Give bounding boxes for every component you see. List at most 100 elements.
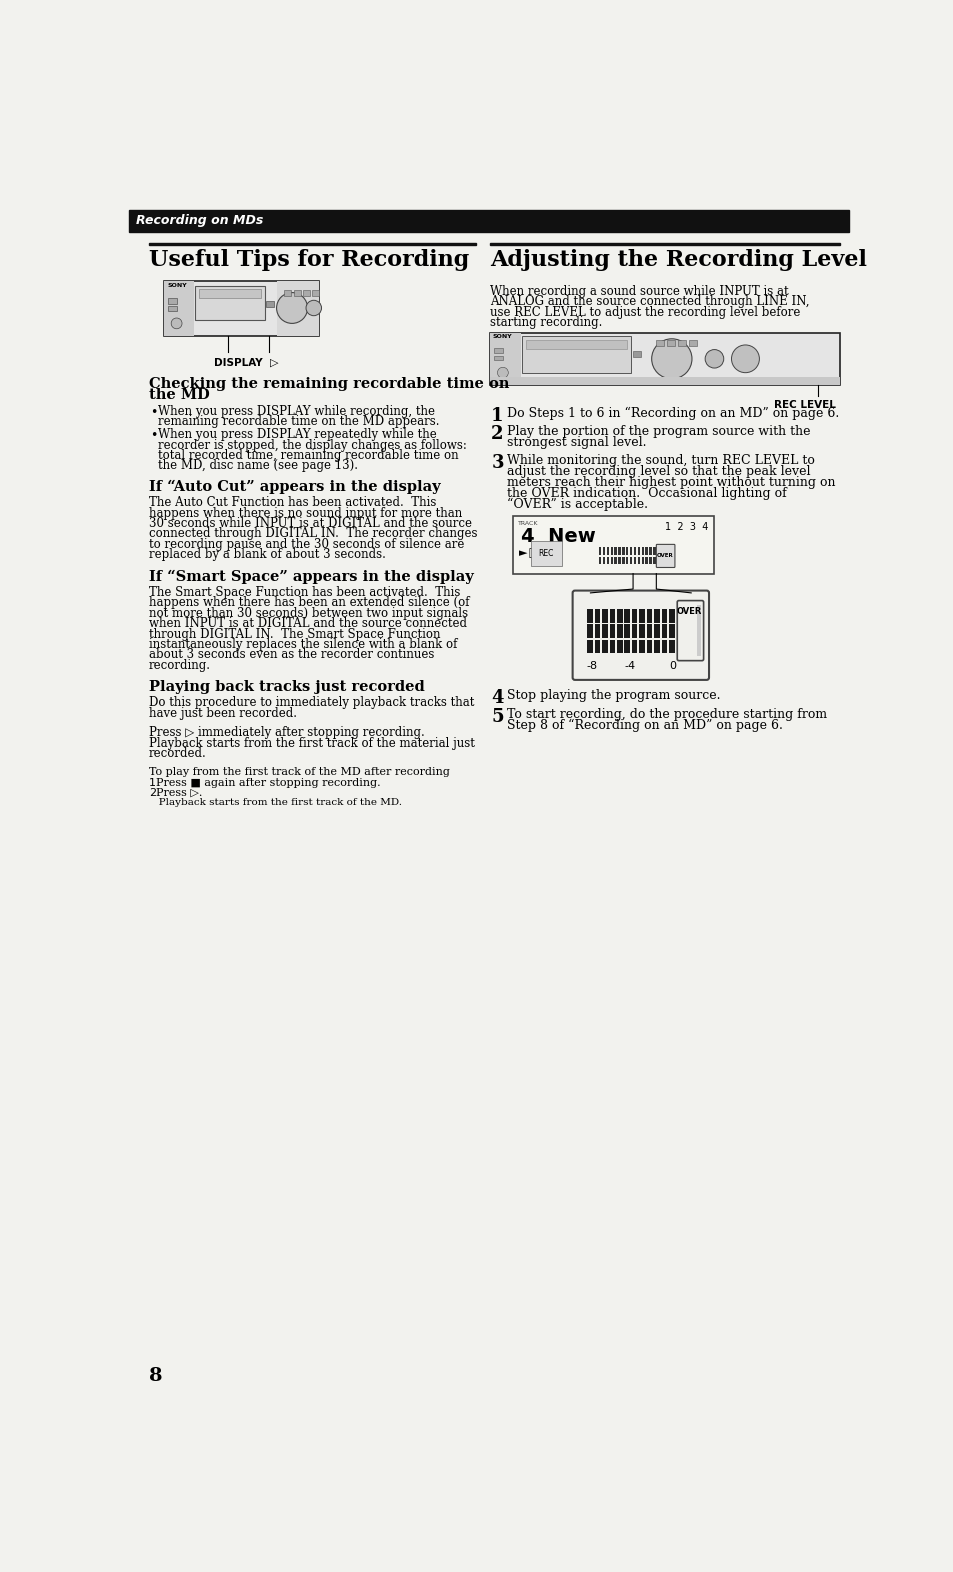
Text: Play the portion of the program source with the: Play the portion of the program source w… [506, 424, 809, 439]
Bar [631, 640, 637, 654]
Bar [625, 547, 628, 555]
Bar [668, 608, 674, 623]
Bar [661, 624, 666, 638]
Text: the MD: the MD [149, 388, 210, 402]
Text: about 3 seconds even as the recorder continues: about 3 seconds even as the recorder con… [149, 648, 434, 662]
Bar [614, 556, 617, 564]
Bar [617, 608, 622, 623]
Text: 1  2  3  4: 1 2 3 4 [664, 522, 707, 531]
Bar [195, 286, 265, 319]
Text: 1: 1 [149, 778, 155, 788]
Bar [489, 242, 840, 245]
Text: OVER: OVER [676, 607, 700, 616]
FancyBboxPatch shape [656, 544, 674, 567]
Text: 1: 1 [491, 407, 503, 424]
Bar [639, 608, 644, 623]
Text: Playing back tracks just recorded: Playing back tracks just recorded [149, 681, 424, 693]
Bar [617, 624, 622, 638]
Bar [631, 608, 637, 623]
Bar [646, 640, 652, 654]
Text: Stop playing the program source.: Stop playing the program source. [506, 689, 720, 703]
Bar [594, 624, 599, 638]
Bar [657, 547, 659, 555]
Bar [625, 556, 628, 564]
Text: have just been recorded.: have just been recorded. [149, 707, 296, 720]
Text: ▷: ▷ [270, 358, 278, 368]
Bar [633, 556, 636, 564]
Bar [646, 624, 652, 638]
Text: Adjusting the Recording Level: Adjusting the Recording Level [489, 248, 865, 270]
Text: The Smart Space Function has been activated.  This: The Smart Space Function has been activa… [149, 586, 459, 599]
Text: To start recording, do the procedure starting from: To start recording, do the procedure sta… [506, 707, 826, 720]
Bar [666, 340, 674, 346]
Text: If “Smart Space” appears in the display: If “Smart Space” appears in the display [149, 569, 473, 583]
Bar [660, 556, 662, 564]
Bar [602, 547, 604, 555]
Bar [653, 556, 655, 564]
Bar [610, 556, 612, 564]
Text: starting recording.: starting recording. [489, 316, 601, 329]
Text: •: • [150, 429, 157, 442]
Bar [168, 307, 177, 311]
Text: TRACK: TRACK [517, 520, 537, 525]
Bar [312, 291, 319, 296]
Text: remaining recordable time on the MD appears.: remaining recordable time on the MD appe… [158, 415, 439, 429]
Bar [525, 340, 626, 349]
Bar [639, 624, 644, 638]
Bar [601, 640, 607, 654]
Text: •: • [150, 406, 157, 418]
Text: 5: 5 [491, 707, 503, 726]
Text: 4  New: 4 New [520, 527, 595, 545]
Bar [664, 556, 666, 564]
Bar [164, 281, 193, 336]
Text: recorded.: recorded. [149, 747, 206, 761]
Bar [609, 640, 615, 654]
Text: use REC LEVEL to adjust the recording level before: use REC LEVEL to adjust the recording le… [489, 305, 800, 319]
Bar [645, 556, 647, 564]
Bar [688, 340, 696, 346]
Bar [654, 608, 659, 623]
Bar [678, 340, 685, 346]
Bar [649, 547, 651, 555]
Bar [601, 624, 607, 638]
Bar [594, 640, 599, 654]
Bar [639, 640, 644, 654]
Text: happens when there is no sound input for more than: happens when there is no sound input for… [149, 506, 461, 520]
Bar [587, 640, 592, 654]
FancyBboxPatch shape [677, 601, 703, 660]
Bar [266, 302, 274, 307]
Text: REC LEVEL: REC LEVEL [774, 401, 835, 410]
Text: -4: -4 [624, 660, 636, 671]
Bar [609, 624, 615, 638]
Text: Recording on MDs: Recording on MDs [136, 214, 263, 228]
Bar [629, 556, 632, 564]
Text: Press ▷.: Press ▷. [156, 788, 203, 797]
Text: ⏸: ⏸ [528, 549, 535, 558]
Bar [641, 556, 643, 564]
Bar [633, 547, 636, 555]
Text: DISPLAY: DISPLAY [213, 358, 262, 368]
Bar [618, 556, 620, 564]
Bar [633, 351, 640, 357]
Bar [598, 547, 600, 555]
Bar [656, 340, 663, 346]
Text: Checking the remaining recordable time on: Checking the remaining recordable time o… [149, 377, 509, 390]
Text: to recording pause and the 30 seconds of silence are: to recording pause and the 30 seconds of… [149, 538, 463, 550]
Bar [624, 608, 629, 623]
Bar [621, 556, 624, 564]
Bar [587, 608, 592, 623]
Bar [624, 624, 629, 638]
Text: SONY: SONY [167, 283, 187, 288]
Text: When you press DISPLAY repeatedly while the: When you press DISPLAY repeatedly while … [158, 428, 436, 442]
Circle shape [731, 344, 759, 373]
Text: 0: 0 [669, 660, 676, 671]
Text: Press ■ again after stopping recording.: Press ■ again after stopping recording. [156, 778, 380, 788]
Bar [149, 242, 476, 245]
Circle shape [276, 292, 307, 324]
Bar [637, 547, 639, 555]
Text: recorder is stopped, the display changes as follows:: recorder is stopped, the display changes… [158, 439, 466, 451]
Bar [649, 556, 651, 564]
Text: Useful Tips for Recording: Useful Tips for Recording [149, 248, 469, 270]
Bar [624, 640, 629, 654]
Bar [646, 608, 652, 623]
